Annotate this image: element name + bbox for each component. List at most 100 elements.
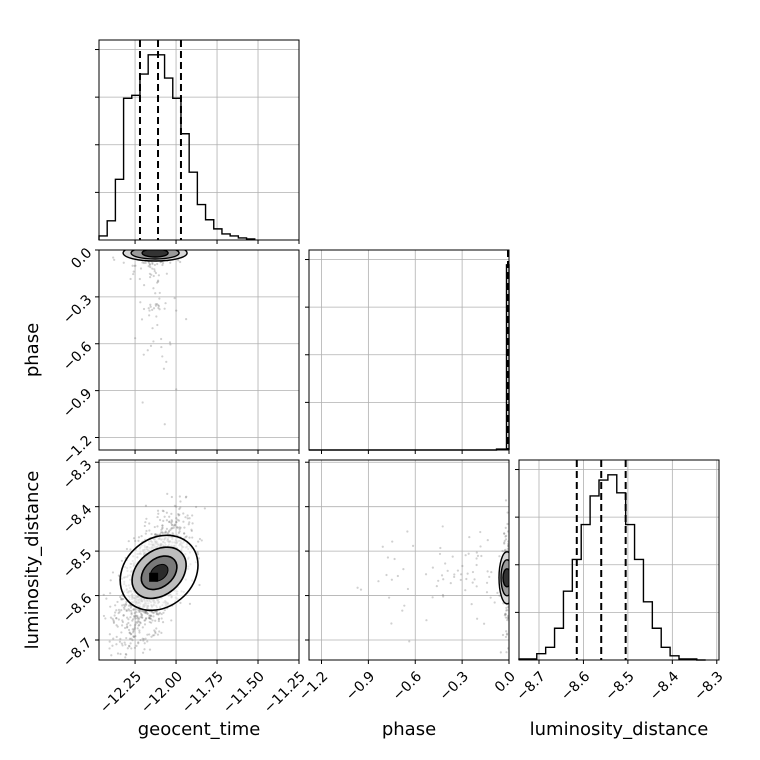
scatter-point bbox=[122, 261, 125, 264]
scatter-point bbox=[133, 626, 136, 629]
scatter-point bbox=[129, 548, 132, 551]
scatter-point bbox=[191, 536, 194, 539]
scatter-point bbox=[393, 557, 396, 561]
scatter-point bbox=[385, 573, 388, 577]
scatter-point bbox=[151, 261, 154, 264]
scatter-point bbox=[150, 611, 154, 614]
scatter-point bbox=[117, 618, 120, 621]
scatter-point bbox=[115, 643, 118, 646]
scatter-point bbox=[145, 611, 149, 614]
scatter-point bbox=[470, 602, 473, 606]
scatter-points bbox=[112, 250, 188, 426]
scatter-point bbox=[108, 633, 111, 636]
scatter-point bbox=[177, 259, 180, 262]
scatter-point bbox=[134, 615, 137, 618]
scatter-point bbox=[129, 277, 132, 281]
scatter-point bbox=[197, 540, 200, 543]
scatter-point bbox=[498, 594, 501, 597]
scatter-point bbox=[143, 623, 147, 626]
scatter-point bbox=[184, 536, 187, 539]
scatter-point bbox=[137, 539, 140, 542]
scatter-point bbox=[506, 609, 509, 612]
scatter-point bbox=[142, 261, 146, 265]
scatter-point bbox=[442, 595, 445, 598]
scatter-point bbox=[408, 640, 411, 643]
scatter-point bbox=[144, 612, 147, 615]
scatter-point bbox=[134, 617, 137, 620]
scatter-point bbox=[132, 272, 135, 276]
scatter-point bbox=[185, 535, 188, 538]
x-tick-labels: −12.25−12.00−11.75−11.50−11.25−1.2 −0.9 −0… bbox=[97, 669, 727, 717]
axis-labels: geocent_time phase luminosity_distancephas… bbox=[22, 323, 708, 740]
scatter-point bbox=[140, 534, 143, 538]
scatter-point bbox=[168, 529, 171, 532]
scatter-point bbox=[163, 609, 166, 612]
scatter-point bbox=[150, 621, 153, 624]
x-tick-label: −8.5 bbox=[602, 669, 637, 704]
scatter-point bbox=[170, 520, 174, 523]
scatter-point bbox=[143, 648, 146, 651]
scatter-point bbox=[127, 608, 130, 611]
scatter-point bbox=[121, 620, 125, 624]
y-axis-label-phase: phase bbox=[22, 323, 43, 377]
scatter-point bbox=[152, 615, 155, 618]
scatter-point bbox=[162, 367, 166, 370]
scatter-point bbox=[490, 571, 493, 574]
scatter-point bbox=[123, 603, 126, 606]
scatter-point bbox=[118, 610, 121, 613]
scatter-point bbox=[503, 539, 506, 542]
scatter-point bbox=[144, 610, 147, 614]
scatter-point bbox=[170, 619, 173, 622]
scatter-point bbox=[155, 610, 158, 613]
scatter-point bbox=[149, 344, 153, 347]
scatter-point bbox=[441, 525, 444, 528]
scatter-point bbox=[356, 586, 359, 589]
scatter-point bbox=[152, 611, 155, 614]
scatter-point bbox=[178, 526, 181, 529]
scatter-point bbox=[177, 531, 180, 534]
scatter-point bbox=[129, 624, 132, 627]
scatter-point bbox=[196, 551, 199, 554]
panel-frame bbox=[308, 249, 510, 451]
scatter-point bbox=[157, 619, 160, 623]
scatter-point bbox=[503, 541, 506, 544]
scatter-point bbox=[158, 308, 161, 311]
histogram-geocent_time bbox=[95, 39, 300, 244]
panel-frame bbox=[518, 459, 720, 661]
scatter-point bbox=[130, 613, 133, 616]
histogram-phase bbox=[305, 249, 510, 454]
scatter-point bbox=[504, 499, 508, 502]
scatter-point bbox=[158, 518, 162, 522]
scatter-point bbox=[154, 304, 157, 307]
scatter-point bbox=[128, 645, 131, 648]
scatter-point bbox=[130, 666, 132, 668]
scatter-point bbox=[183, 532, 186, 535]
scatter-point bbox=[140, 318, 144, 321]
scatter-point bbox=[161, 526, 164, 529]
scatter-point bbox=[121, 604, 124, 607]
scatter-point bbox=[135, 644, 138, 647]
scatter-point bbox=[117, 574, 120, 577]
scatter-point bbox=[148, 616, 151, 620]
scatter-point bbox=[141, 610, 144, 613]
scatter-point bbox=[155, 303, 159, 306]
scatter-point bbox=[157, 304, 161, 308]
scatter-point bbox=[120, 597, 123, 600]
scatter-point bbox=[123, 608, 126, 611]
scatter-point bbox=[168, 515, 171, 518]
scatter-point bbox=[499, 651, 502, 654]
scatter-point bbox=[179, 260, 182, 264]
scatter-point bbox=[152, 612, 155, 615]
scatter-point bbox=[148, 522, 151, 525]
scatter-point bbox=[182, 512, 185, 515]
scatter-point bbox=[115, 624, 118, 627]
scatter-point bbox=[449, 582, 452, 585]
scatter-point bbox=[132, 635, 135, 638]
scatter-point bbox=[121, 644, 124, 647]
scatter-point bbox=[188, 536, 191, 539]
scatter-point bbox=[165, 360, 168, 363]
scatter-point bbox=[125, 603, 128, 606]
scatter-point bbox=[156, 323, 159, 327]
scatter-point bbox=[150, 614, 153, 618]
scatter-point bbox=[406, 530, 409, 533]
